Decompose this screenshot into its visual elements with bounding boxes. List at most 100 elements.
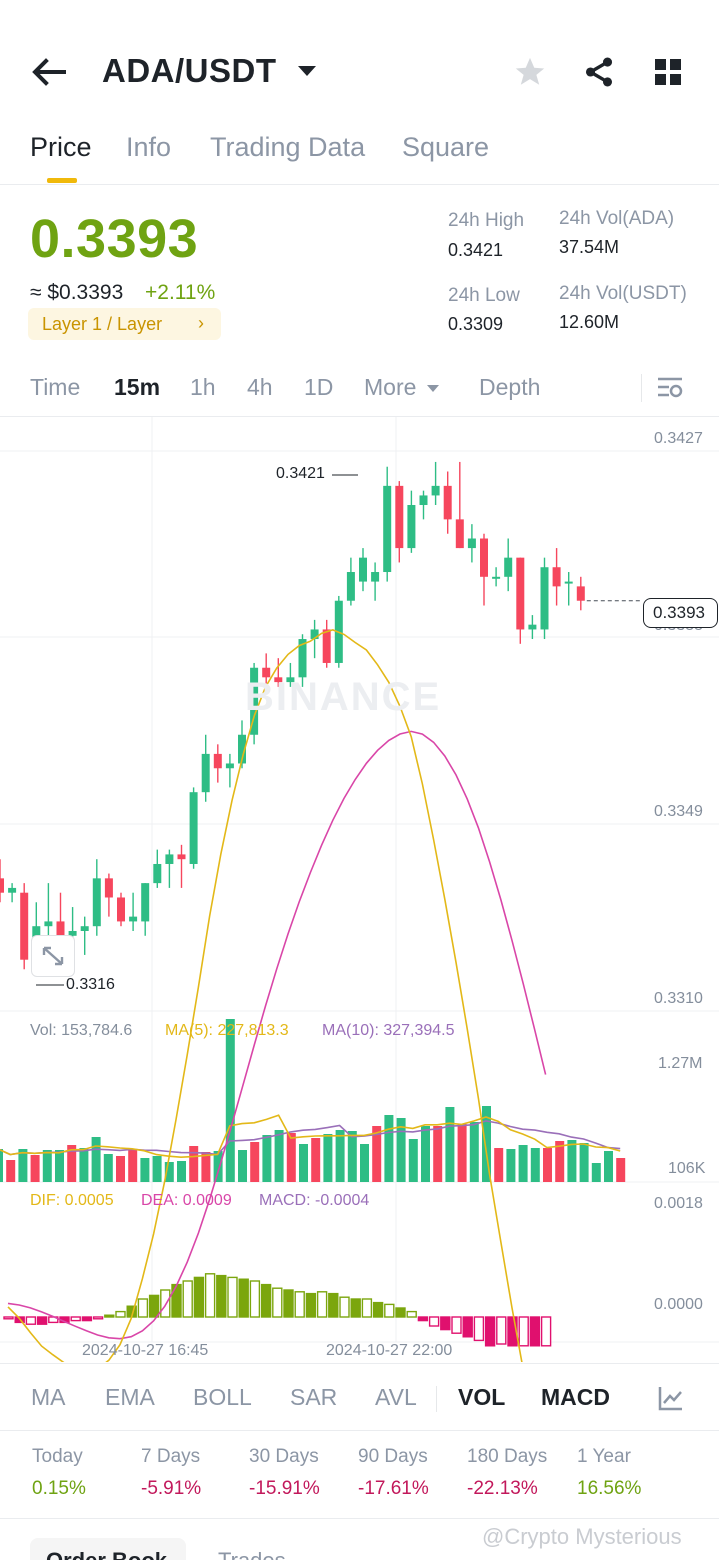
tab-square[interactable]: Square (402, 132, 490, 162)
volume-bar (433, 1126, 443, 1182)
volume-bar (543, 1148, 552, 1182)
candle-body (177, 854, 186, 860)
volume-bar (262, 1135, 272, 1182)
grid-menu-button[interactable] (654, 58, 682, 91)
macd-histogram-bar (372, 1301, 384, 1318)
category-tag[interactable] (28, 308, 221, 340)
vol-quote-label: 24h Vol(USDT) (559, 283, 687, 304)
macd-histogram-bar (473, 1316, 485, 1342)
candle-body (274, 677, 283, 683)
vol-base-value: 37.54M (559, 237, 620, 257)
y-tick-label: 0.3349 (654, 803, 703, 820)
volume-bar (238, 1150, 247, 1182)
pair-dropdown-caret-icon[interactable] (296, 64, 318, 83)
macd-histogram-bar (518, 1316, 529, 1347)
macd-histogram-bar (115, 1310, 126, 1318)
expand-icon (42, 946, 64, 966)
active-tab-indicator (47, 178, 77, 183)
volume-ma5-line (0, 1114, 621, 1159)
candle-body (346, 572, 355, 601)
volume-bar (360, 1144, 369, 1182)
indicator-avl[interactable]: AVL (375, 1384, 417, 1410)
share-button[interactable] (582, 55, 616, 94)
volume-bar (152, 1156, 162, 1182)
tab-price[interactable]: Price (30, 132, 92, 162)
high-label: 24h High (448, 210, 525, 231)
volume-bar (189, 1146, 199, 1182)
timeframe-more[interactable]: More (364, 374, 417, 400)
perf-label-180d: 180 Days (467, 1446, 548, 1467)
chart-settings-button[interactable] (657, 376, 683, 405)
macd-histogram-bar (305, 1292, 317, 1318)
candle-body (56, 921, 65, 941)
tab-order-book[interactable] (30, 1538, 186, 1560)
volume-bar (91, 1137, 101, 1182)
timeframe-1h[interactable]: 1h (190, 374, 216, 400)
favorite-star-button[interactable] (512, 55, 548, 94)
candle-body (419, 495, 428, 506)
macd-histogram (3, 1273, 552, 1347)
indicator-macd[interactable]: MACD (541, 1384, 610, 1410)
candle-body (540, 567, 549, 630)
indicator-settings-button[interactable] (658, 1385, 684, 1416)
volume-bar (116, 1156, 125, 1182)
indicators-divider (0, 1430, 719, 1431)
price-chart[interactable] (0, 417, 719, 1362)
volume-bar (421, 1126, 430, 1182)
volume-bar (79, 1148, 89, 1182)
x-tick-label: 2024-10-27 16:45 (82, 1342, 209, 1359)
volume-bar (494, 1148, 504, 1182)
chart-settings-icon (658, 377, 683, 398)
indicator-vol[interactable]: VOL (458, 1384, 506, 1410)
candle-body (262, 667, 271, 678)
volume-bar (469, 1122, 479, 1182)
volume-ma10-line (0, 1120, 621, 1156)
macd-histogram-bar (417, 1316, 429, 1322)
star-icon (515, 57, 545, 85)
macd-y-top: 0.0018 (654, 1195, 703, 1212)
fullscreen-button[interactable] (31, 935, 75, 977)
category-tag-label: Layer 1 / Layer (42, 314, 163, 334)
tab-info[interactable]: Info (126, 132, 172, 162)
volume-bar (506, 1149, 516, 1182)
timeframe-1d[interactable]: 1D (304, 374, 334, 400)
candlesticks (0, 461, 642, 986)
volume-bar (567, 1140, 577, 1182)
indicator-ma[interactable]: MA (31, 1384, 66, 1410)
timeframe-time[interactable]: Time (30, 374, 81, 400)
candle-body (238, 734, 246, 764)
macd-y-mid: 0.0000 (654, 1296, 703, 1313)
volume-bar (372, 1126, 382, 1182)
indicator-lines (0, 629, 621, 1362)
volume-bar (274, 1130, 284, 1182)
tab-trading-data[interactable]: Trading Data (210, 132, 366, 162)
volume-bar (347, 1131, 357, 1182)
pair-title[interactable]: ADA/USDT (102, 52, 277, 89)
volume-bar (6, 1160, 16, 1182)
macd-histogram-bar (81, 1316, 93, 1322)
macd-dea-label: DEA: 0.0009 (141, 1192, 232, 1209)
timeframe-4h[interactable]: 4h (247, 374, 273, 400)
perf-value-30d: -15.91% (249, 1478, 320, 1499)
timeframe-15m[interactable]: 15m (114, 374, 161, 400)
back-button[interactable] (30, 56, 68, 90)
volume-bar (445, 1107, 455, 1182)
volume-bar (225, 1019, 235, 1182)
binance-watermark: BINANCE (245, 675, 442, 719)
indicator-ema[interactable]: EMA (105, 1384, 155, 1410)
candle-body (189, 792, 198, 864)
indicator-boll[interactable]: BOLL (193, 1384, 252, 1410)
tab-trades[interactable]: Trades (218, 1548, 286, 1560)
credit-watermark: @Crypto Mysterious (482, 1524, 682, 1549)
volume-bar (128, 1149, 138, 1182)
timeframe-depth[interactable]: Depth (479, 374, 541, 400)
indicator-sar[interactable]: SAR (290, 1384, 338, 1410)
candle-body (528, 624, 537, 630)
perf-value-today: 0.15% (32, 1478, 86, 1499)
volume-bars (0, 1019, 626, 1182)
candle-body (8, 887, 17, 893)
toolbar-divider (0, 416, 719, 417)
macd-histogram-bar (328, 1292, 339, 1318)
macd-histogram-bar (384, 1303, 395, 1318)
candle-body (92, 878, 101, 927)
